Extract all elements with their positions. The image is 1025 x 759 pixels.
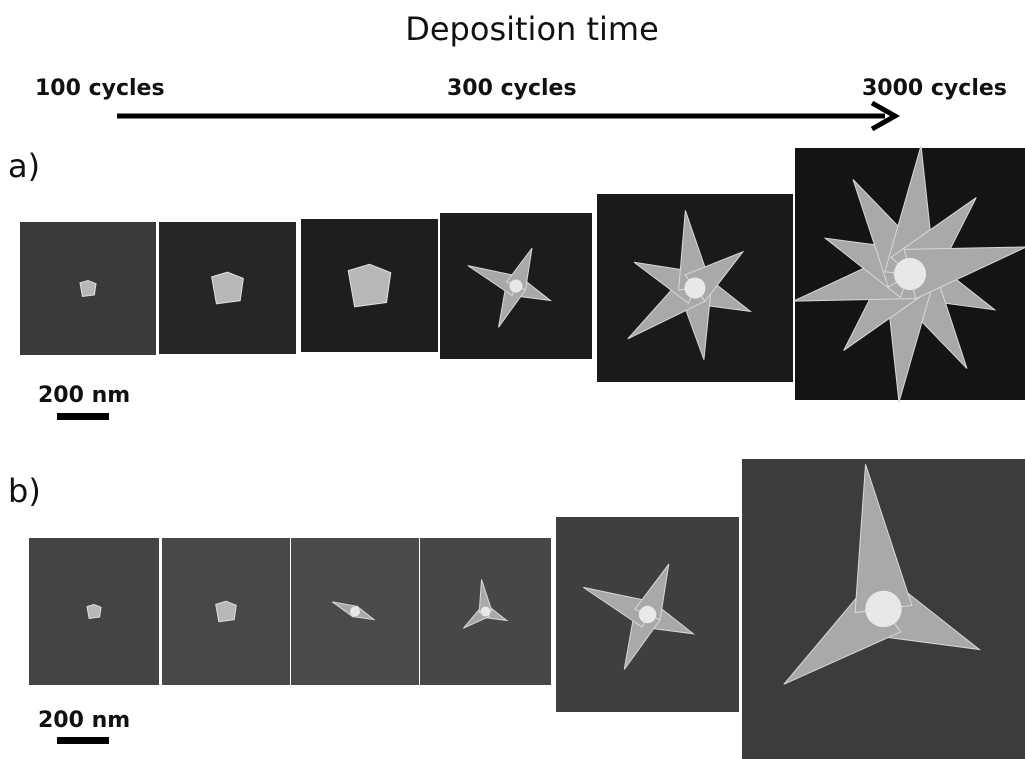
title: Deposition time — [405, 10, 659, 48]
figure: Deposition time 100 cycles 300 cycles 30… — [0, 0, 1025, 759]
scale-label: 200 nm — [38, 708, 130, 733]
crystal-core — [894, 258, 926, 290]
crystal — [80, 281, 96, 297]
crystal-core — [684, 277, 705, 298]
crystal — [87, 605, 101, 619]
crystal-core — [481, 607, 491, 617]
stage-label: 3000 cycles — [862, 76, 1007, 101]
crystal — [348, 264, 391, 307]
crystal-core — [865, 591, 901, 627]
scale-bar — [57, 413, 109, 420]
crystal-core — [639, 606, 656, 623]
crystal — [212, 272, 244, 304]
panel-label: b) — [8, 472, 41, 510]
scale-label: 200 nm — [38, 383, 130, 408]
crystal-core — [350, 607, 360, 617]
scale-bar — [57, 737, 109, 744]
panel-label: a) — [8, 147, 40, 185]
crystal-core — [509, 279, 522, 292]
crystal — [216, 601, 236, 621]
stage-label: 100 cycles — [35, 76, 165, 101]
stage-label: 300 cycles — [447, 76, 577, 101]
